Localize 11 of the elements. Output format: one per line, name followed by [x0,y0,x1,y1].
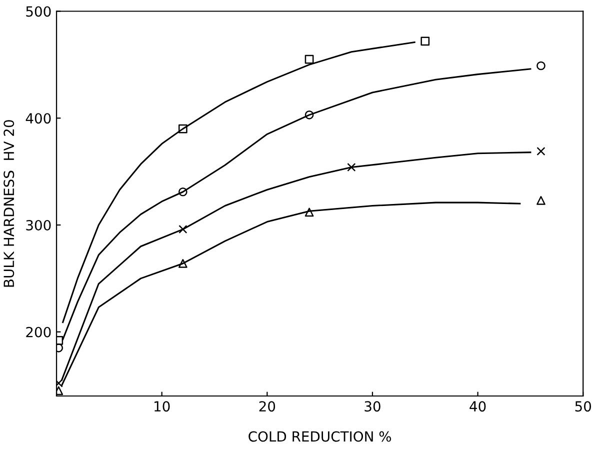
y-axis-title: BULK HARDNESS HV 20 [4,120,14,287]
x-tick-label: 20 [259,401,276,412]
x-tick-label: 30 [364,401,380,412]
y-tick-label: 300 [26,220,51,230]
x-tick-label: 10 [154,401,170,412]
x-axis-title: COLD REDUCTION % [248,431,392,442]
y-tick-label: 200 [26,326,51,338]
y-tick-label: 400 [26,113,51,124]
y-tick-label: 500 [26,6,51,17]
x-tick-label: 50 [575,401,592,412]
x-tick-label: 40 [470,401,486,412]
